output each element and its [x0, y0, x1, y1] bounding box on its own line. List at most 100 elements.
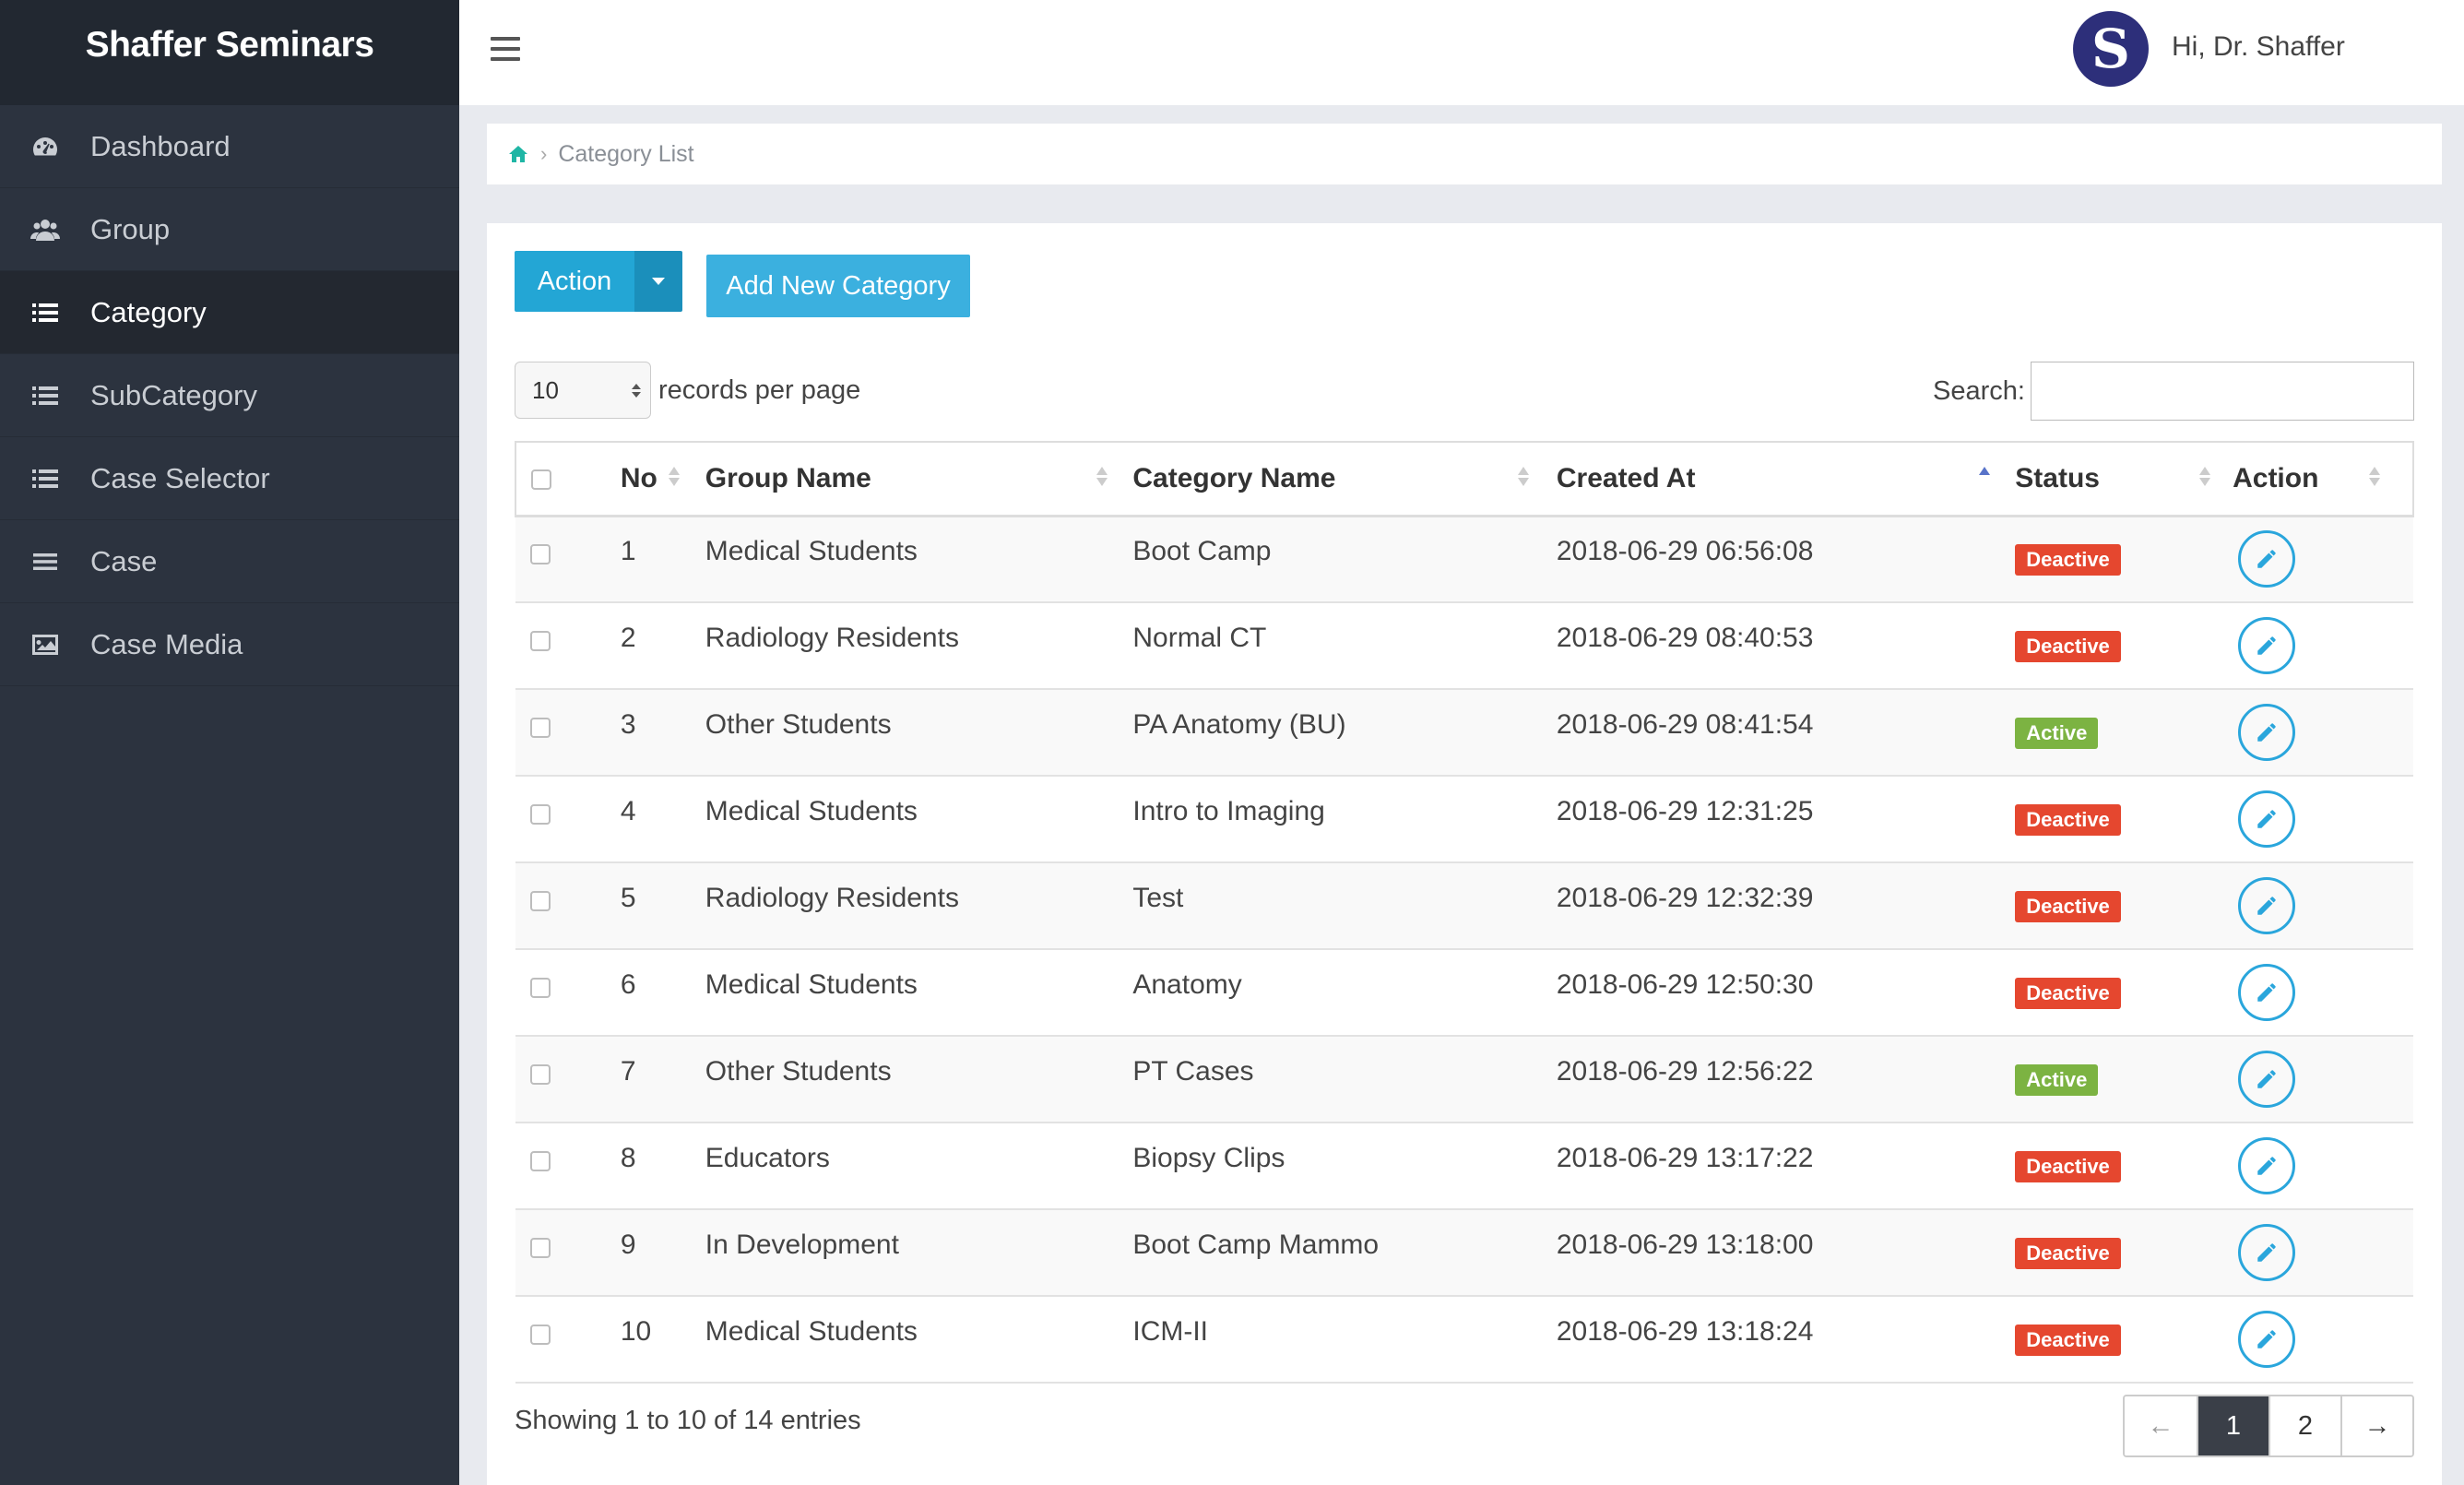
- edit-button[interactable]: [2238, 704, 2296, 761]
- cell-created-at-text: 2018-06-29 13:18:24: [1556, 1316, 1814, 1347]
- edit-button[interactable]: [2238, 1224, 2296, 1281]
- pencil-icon: [2255, 634, 2279, 658]
- pagination-page-2[interactable]: 2: [2269, 1396, 2340, 1455]
- cell-action: [2233, 1296, 2413, 1384]
- records-per-page: 10 records per page: [515, 362, 860, 419]
- category-table: No Group Name Category Name Created At S…: [515, 441, 2414, 1384]
- cell-category-name: Boot Camp Mammo: [1132, 1209, 1557, 1297]
- sidebar-item-group[interactable]: Group: [0, 188, 459, 271]
- records-per-page-select[interactable]: 10: [515, 362, 651, 419]
- breadcrumb-separator: ›: [540, 142, 548, 165]
- row-checkbox[interactable]: [530, 891, 551, 912]
- sidebar-item-case-selector[interactable]: Case Selector: [0, 437, 459, 520]
- cell-group-name-text: Educators: [705, 1143, 830, 1173]
- status-badge: Deactive: [2015, 804, 2121, 836]
- column-header-created-at[interactable]: Created At: [1556, 441, 2016, 517]
- status-badge: Deactive: [2015, 891, 2121, 922]
- edit-button[interactable]: [2238, 1311, 2296, 1368]
- action-dropdown-button[interactable]: Action: [515, 251, 682, 312]
- sidebar-nav: Dashboard Group Category SubCategory Case Se…: [0, 105, 459, 686]
- cell-no: 8: [620, 1123, 705, 1210]
- cell-category-name: Biopsy Clips: [1132, 1123, 1557, 1210]
- search-input[interactable]: [2031, 362, 2414, 421]
- cell-no-text: 3: [620, 709, 636, 740]
- column-header-action-label: Action: [2233, 462, 2319, 493]
- cell-category-name: ICM-II: [1132, 1296, 1557, 1384]
- sidebar-item-subcategory[interactable]: SubCategory: [0, 354, 459, 437]
- sidebar-item-case[interactable]: Case: [0, 520, 459, 603]
- cell-created-at: 2018-06-29 12:56:22: [1556, 1036, 2016, 1123]
- row-checkbox[interactable]: [530, 978, 551, 999]
- cell-created-at: 2018-06-29 06:56:08: [1556, 516, 2016, 603]
- cell-created-at-text: 2018-06-29 08:40:53: [1556, 623, 1814, 653]
- column-header-status[interactable]: Status: [2015, 441, 2233, 517]
- edit-button[interactable]: [2238, 790, 2296, 848]
- edit-button[interactable]: [2238, 1137, 2296, 1194]
- users-icon: [0, 215, 90, 244]
- column-header-group-name[interactable]: Group Name: [705, 441, 1133, 517]
- row-checkbox[interactable]: [530, 1151, 551, 1172]
- cell-created-at: 2018-06-29 12:50:30: [1556, 949, 2016, 1037]
- edit-button[interactable]: [2238, 617, 2296, 674]
- add-new-category-button[interactable]: Add New Category: [706, 255, 970, 317]
- list-icon: [0, 298, 90, 327]
- row-checkbox[interactable]: [530, 631, 551, 652]
- cell-group-name: Medical Students: [705, 516, 1133, 603]
- menu-toggle-icon[interactable]: [491, 37, 520, 61]
- user-greeting[interactable]: Hi, Dr. Shaffer: [2172, 31, 2345, 62]
- sidebar-item-dashboard[interactable]: Dashboard: [0, 105, 459, 188]
- column-header-action[interactable]: Action: [2233, 441, 2414, 517]
- cell-status: Deactive: [2015, 1296, 2233, 1384]
- cell-created-at: 2018-06-29 13:18:24: [1556, 1296, 2016, 1384]
- edit-button[interactable]: [2238, 877, 2296, 934]
- pagination-next-button[interactable]: →: [2340, 1396, 2412, 1455]
- cell-group-name: Other Students: [705, 1036, 1133, 1123]
- sidebar-item-category[interactable]: Category: [0, 271, 459, 354]
- edit-button[interactable]: [2238, 964, 2296, 1021]
- pencil-icon: [2255, 894, 2279, 918]
- search-label: Search:: [1933, 375, 2025, 406]
- cell-created-at: 2018-06-29 12:31:25: [1556, 776, 2016, 863]
- sort-icon: [2369, 467, 2381, 486]
- column-header-category-name[interactable]: Category Name: [1132, 441, 1557, 517]
- brand[interactable]: Shaffer Seminars: [0, 0, 459, 105]
- sidebar-item-case-media[interactable]: Case Media: [0, 603, 459, 686]
- column-header-created-at-label: Created At: [1556, 462, 1696, 493]
- row-checkbox[interactable]: [530, 718, 551, 739]
- cell-created-at: 2018-06-29 13:17:22: [1556, 1123, 2016, 1210]
- row-checkbox[interactable]: [530, 1238, 551, 1259]
- cell-category-name-text: PA Anatomy (BU): [1132, 709, 1346, 740]
- row-checkbox[interactable]: [530, 804, 551, 826]
- action-button-label[interactable]: Action: [515, 251, 634, 312]
- status-badge: Active: [2015, 718, 2099, 749]
- cell-no-text: 10: [620, 1316, 652, 1347]
- home-icon[interactable]: [507, 143, 529, 165]
- select-all-checkbox[interactable]: [531, 469, 551, 490]
- cell-status: Deactive: [2015, 949, 2233, 1037]
- row-select-cell: [515, 689, 621, 777]
- column-header-no[interactable]: No: [620, 441, 705, 517]
- avatar[interactable]: S: [2073, 11, 2149, 87]
- cell-group-name: Medical Students: [705, 776, 1133, 863]
- pagination-page-1[interactable]: 1: [2197, 1396, 2269, 1455]
- row-select-cell: [515, 949, 621, 1037]
- pencil-icon: [2255, 1327, 2279, 1351]
- row-checkbox[interactable]: [530, 1325, 551, 1346]
- select-arrows-icon: [632, 383, 641, 398]
- row-checkbox[interactable]: [530, 1064, 551, 1086]
- row-select-cell: [515, 776, 621, 863]
- sort-icon: [1518, 467, 1530, 486]
- sidebar-item-label: Case: [90, 544, 158, 577]
- caret-down-icon[interactable]: [634, 251, 682, 312]
- cell-group-name-text: Radiology Residents: [705, 623, 959, 653]
- row-checkbox[interactable]: [530, 544, 551, 565]
- brand-name[interactable]: Shaffer Seminars: [85, 25, 374, 65]
- pagination-prev-button[interactable]: ←: [2125, 1396, 2197, 1455]
- cell-group-name: Other Students: [705, 689, 1133, 777]
- table-row: 2 Radiology Residents Normal CT 2018-06-29 …: [515, 602, 2413, 690]
- row-select-cell: [515, 516, 621, 603]
- edit-button[interactable]: [2238, 1051, 2296, 1108]
- row-select-cell: [515, 862, 621, 950]
- edit-button[interactable]: [2238, 530, 2296, 588]
- column-header-no-label: No: [620, 462, 657, 493]
